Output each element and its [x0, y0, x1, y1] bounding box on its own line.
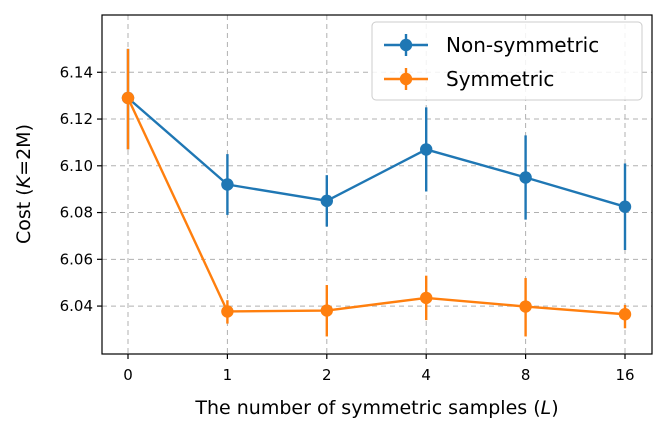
- data-point: [618, 200, 632, 213]
- series-layer: [121, 48, 632, 337]
- x-tick-label: 1: [223, 366, 233, 384]
- data-point: [519, 171, 532, 184]
- y-axis-title: Cost (K=2M): [13, 124, 35, 244]
- plot-frame: [101, 14, 653, 355]
- data-point: [221, 305, 234, 318]
- x-tick-label: 2: [322, 366, 332, 384]
- legend-label: Non-symmetric: [446, 33, 599, 57]
- y-tick-label: 6.12: [60, 110, 93, 128]
- data-point: [320, 194, 333, 208]
- y-tick-label: 6.10: [60, 157, 93, 175]
- axis-ticks: 0 1 2 4 8 16 6.04 6.06 6.08 6.10 6.12 6.14: [60, 63, 635, 384]
- data-point: [420, 143, 433, 156]
- legend-entry: Non-symmetric: [384, 33, 599, 57]
- y-tick-label: 6.14: [60, 63, 93, 81]
- data-point: [618, 308, 632, 321]
- legend: Non-symmetric Symmetric: [371, 21, 643, 101]
- x-tick-label: 16: [615, 366, 634, 384]
- y-tick-label: 6.08: [60, 204, 93, 222]
- y-tick-label: 6.04: [60, 297, 93, 315]
- x-axis-title: The number of symmetric samples (L): [194, 397, 558, 419]
- data-point: [221, 178, 234, 191]
- series-line: [127, 97, 626, 208]
- x-tick-label: 4: [421, 366, 431, 384]
- legend-box: [371, 21, 643, 101]
- y-tick-label: 6.06: [60, 250, 93, 268]
- data-point: [320, 304, 333, 317]
- x-tick-label: 8: [521, 366, 531, 384]
- legend-marker: [399, 72, 413, 86]
- series-symmetric: [121, 48, 632, 337]
- legend-label: Symmetric: [446, 67, 554, 91]
- x-tick-label: 0: [123, 366, 133, 384]
- legend-marker: [399, 38, 413, 52]
- data-point: [420, 291, 433, 305]
- data-point: [121, 91, 135, 105]
- series-line: [126, 97, 626, 316]
- data-point: [519, 300, 532, 313]
- legend-entry: Symmetric: [384, 67, 554, 91]
